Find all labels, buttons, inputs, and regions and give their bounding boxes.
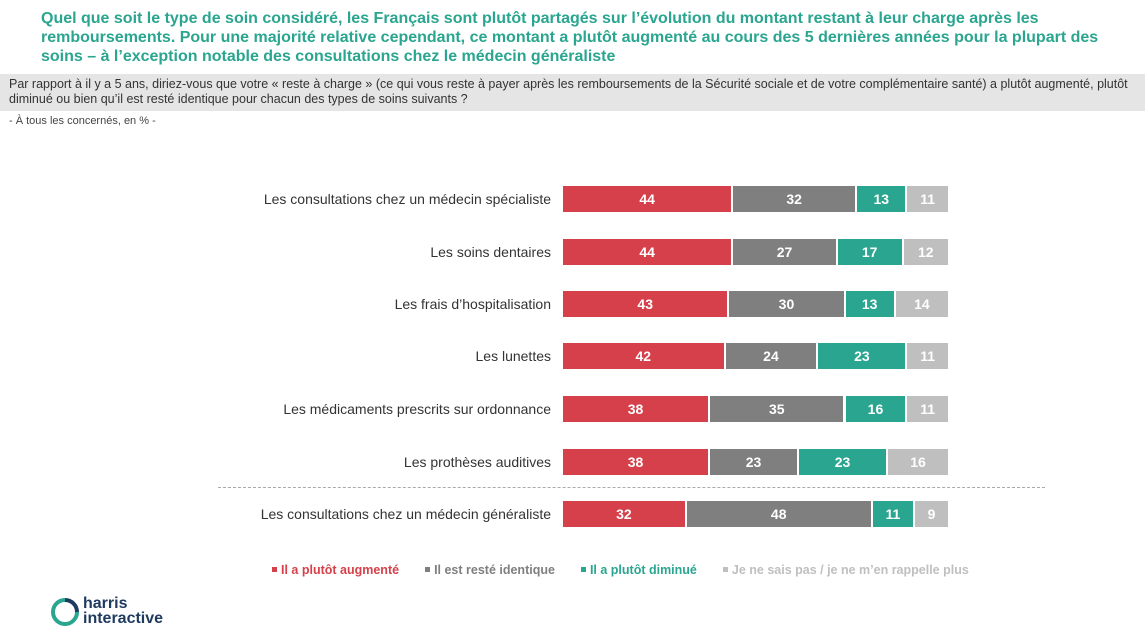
- legend-item: Il a plutôt augmenté: [272, 563, 399, 577]
- bar-segment: 11: [872, 501, 916, 527]
- bar-segment: 14: [895, 291, 950, 317]
- row-label: Les frais d’hospitalisation: [394, 296, 551, 312]
- logo-ring-icon: [51, 598, 79, 626]
- bar-segment: 13: [845, 291, 896, 317]
- legend-label: Il a plutôt augmenté: [281, 563, 400, 577]
- bar-segment: 38: [563, 449, 711, 475]
- bar-segment: 44: [563, 239, 734, 265]
- row-label: Les soins dentaires: [430, 244, 551, 260]
- bar-segment: 24: [725, 343, 819, 369]
- row-label: Les lunettes: [475, 348, 552, 364]
- bar-segment: 16: [845, 396, 908, 422]
- logo-line2: interactive: [83, 610, 164, 627]
- bar-segment: 30: [729, 291, 846, 317]
- logo-line1: harris: [83, 595, 128, 612]
- row-label: Les prothèses auditives: [403, 454, 551, 470]
- base-note: - À tous les concernés, en % -: [9, 115, 156, 127]
- bar-segment: 48: [686, 501, 873, 527]
- bar-row: 32 48 11 9: [563, 501, 950, 527]
- bar-segment: 32: [563, 501, 687, 527]
- headline: Quel que soit le type de soin considéré,…: [41, 10, 1099, 65]
- bar-segment: 38: [563, 396, 711, 422]
- bar-segment: 12: [903, 239, 950, 265]
- row-label: Les médicaments prescrits sur ordonnance: [283, 401, 551, 417]
- chart-legend: Il a plutôt augmenté Il est resté identiq…: [272, 563, 995, 577]
- legend-swatch: [722, 567, 728, 573]
- question-text: Par rapport à il y a 5 ans, diriez-vous …: [0, 74, 1145, 111]
- divider-line: [218, 487, 1045, 488]
- bar-segment: 9: [915, 501, 950, 527]
- legend-swatch: [425, 567, 431, 573]
- bar-segment: 27: [733, 239, 838, 265]
- bar-segment: 32: [733, 186, 858, 212]
- row-label: Les consultations chez un médecin généra…: [260, 506, 551, 522]
- bar-segment: 16: [888, 449, 950, 475]
- row-label: Les consultations chez un médecin spécia…: [263, 191, 551, 207]
- legend-label: Il a plutôt diminué: [589, 563, 697, 577]
- bar-segment: 35: [710, 396, 846, 422]
- bar-segment: 13: [857, 186, 908, 212]
- bar-segment: 23: [818, 343, 908, 369]
- legend-item: Je ne sais pas / je ne m’en rappelle plu…: [722, 563, 969, 577]
- legend-label: Je ne sais pas / je ne m’en rappelle plu…: [731, 563, 969, 577]
- bar-segment: 42: [563, 343, 726, 369]
- bar-row: 43 30 13 14: [563, 291, 950, 317]
- bar-segment: 11: [907, 343, 950, 369]
- bar-row: 38 23 23 16: [563, 449, 950, 475]
- bar-segment: 44: [563, 186, 734, 212]
- bar-segment: 11: [907, 396, 950, 422]
- bar-row: 44 32 13 11: [563, 186, 950, 212]
- legend-item: Il est resté identique: [425, 563, 555, 577]
- harris-interactive-logo: harris interactive: [50, 595, 190, 629]
- bar-segment: 23: [799, 449, 889, 475]
- bar-segment: 17: [837, 239, 904, 265]
- bar-row: 42 24 23 11: [563, 343, 950, 369]
- bar-row: 38 35 16 11: [563, 396, 950, 422]
- bar-row: 44 27 17 12: [563, 239, 950, 265]
- legend-label: Il est resté identique: [434, 563, 555, 577]
- bar-segment: 11: [907, 186, 950, 212]
- legend-swatch: [580, 567, 586, 573]
- bar-segment: 43: [563, 291, 730, 317]
- bar-segment: 23: [710, 449, 800, 475]
- legend-swatch: [272, 567, 277, 573]
- legend-item: Il a plutôt diminué: [580, 563, 697, 577]
